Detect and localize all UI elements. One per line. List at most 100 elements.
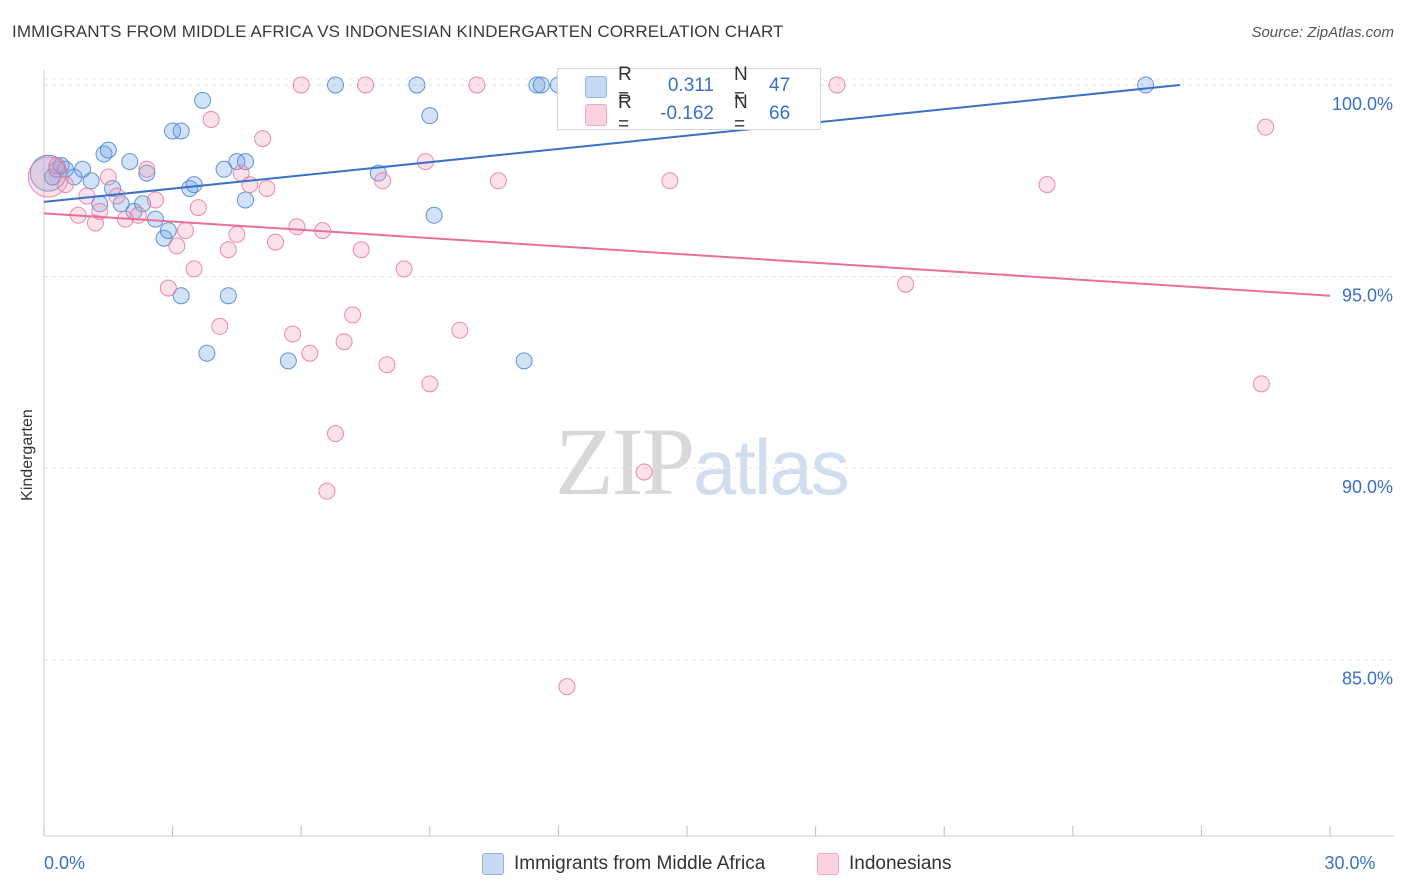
blue-point	[228, 153, 246, 171]
blue-point	[159, 222, 177, 240]
legend-swatch-blue	[482, 853, 504, 875]
pink-point	[489, 172, 507, 190]
pink-point	[661, 172, 679, 190]
pink-point	[1257, 118, 1275, 136]
pink-point	[129, 206, 147, 224]
source-label[interactable]: Source: ZipAtlas.com	[1251, 24, 1394, 41]
pink-point	[344, 306, 362, 324]
pink-point	[146, 191, 164, 209]
pink-point	[219, 241, 237, 259]
blue-point	[326, 76, 344, 94]
pink-point	[318, 482, 336, 500]
series-legend: Immigrants from Middle Africa Indonesian…	[0, 850, 1406, 880]
legend-label: Indonesians	[849, 853, 952, 874]
pink-point	[56, 176, 74, 194]
blue-point	[215, 160, 233, 178]
blue-point	[236, 191, 254, 209]
pink-point	[468, 76, 486, 94]
chart-title: IMMIGRANTS FROM MIDDLE AFRICA VS INDONES…	[12, 22, 784, 41]
pink-point	[335, 333, 353, 351]
legend-item-middle-africa[interactable]: Immigrants from Middle Africa	[482, 853, 765, 875]
pink-point	[288, 218, 306, 236]
pink-point	[168, 237, 186, 255]
blue-point	[236, 153, 254, 171]
pink-trend-line	[43, 212, 1331, 297]
stats-r-label: R =	[618, 64, 632, 107]
blue-point	[82, 172, 100, 190]
blue-point	[164, 122, 182, 140]
blue-point	[279, 352, 297, 370]
watermark-zip: ZIP	[555, 408, 695, 515]
blue-point	[528, 76, 546, 94]
blue-point	[74, 160, 92, 178]
stats-r-label: R =	[618, 92, 632, 135]
pink-point	[228, 225, 246, 243]
stats-n-label: N =	[734, 92, 748, 135]
blue-point	[369, 164, 387, 182]
watermark: ZIPatlas	[555, 406, 850, 517]
stats-swatch-pink	[585, 104, 607, 126]
legend-swatch-pink	[817, 853, 839, 875]
blue-point	[138, 164, 156, 182]
pink-point	[211, 317, 229, 335]
pink-point	[99, 168, 117, 186]
pink-point	[1038, 176, 1056, 194]
pink-point	[635, 463, 653, 481]
pink-point	[374, 172, 392, 190]
blue-point	[155, 229, 173, 247]
pink-point	[258, 179, 276, 197]
blue-point	[121, 153, 139, 171]
axes	[43, 70, 1394, 837]
pink-point	[558, 678, 576, 696]
blue-point	[515, 352, 533, 370]
pink-point	[159, 279, 177, 297]
x-tick-label: 30.0%	[1324, 853, 1375, 873]
blue-point	[172, 122, 190, 140]
pink-point	[395, 260, 413, 278]
pink-point	[292, 76, 310, 94]
x-tick-label: 0.0%	[44, 853, 85, 873]
pink-point	[241, 176, 259, 194]
data-points	[27, 76, 1275, 696]
blue-point	[104, 179, 122, 197]
pink-point	[185, 260, 203, 278]
pink-point	[266, 233, 284, 251]
blue-point	[408, 76, 426, 94]
stats-r-value: 0.311	[667, 75, 714, 96]
legend-label: Immigrants from Middle Africa	[514, 853, 766, 874]
stats-r-value: -0.162	[660, 103, 714, 124]
blue-point	[532, 76, 550, 94]
y-tick-label: 100.0%	[1332, 94, 1393, 114]
blue-point	[134, 195, 152, 213]
stats-n-label: N =	[734, 64, 748, 107]
pink-point	[451, 321, 469, 339]
pink-point	[48, 156, 66, 174]
y-tick-label: 90.0%	[1342, 477, 1393, 497]
trend-lines	[43, 83, 1331, 297]
pink-point	[421, 375, 439, 393]
pink-point	[1252, 375, 1270, 393]
legend-item-indonesians[interactable]: Indonesians	[817, 853, 951, 875]
watermark-atlas: atlas	[693, 423, 850, 511]
pink-point	[284, 325, 302, 343]
blue-point	[421, 107, 439, 125]
pink-point	[202, 110, 220, 128]
y-tick-label: 85.0%	[1342, 669, 1393, 689]
pink-point	[138, 160, 156, 178]
pink-point	[301, 344, 319, 362]
pink-point	[254, 130, 272, 148]
blue-point	[172, 287, 190, 305]
blue-point	[194, 91, 212, 109]
pink-point	[897, 275, 915, 293]
blue-point	[198, 344, 216, 362]
tick-labels: 100.0% 95.0% 90.0% 85.0% 0.0% 30.0%	[44, 94, 1393, 873]
stats-n-value: 47	[769, 75, 791, 96]
y-tick-label: 95.0%	[1342, 286, 1393, 306]
pink-point	[378, 356, 396, 374]
pink-point	[352, 241, 370, 259]
pink-point	[86, 214, 104, 232]
blue-trend-line	[43, 83, 1181, 203]
blue-point	[219, 287, 237, 305]
blue-point	[425, 206, 443, 224]
